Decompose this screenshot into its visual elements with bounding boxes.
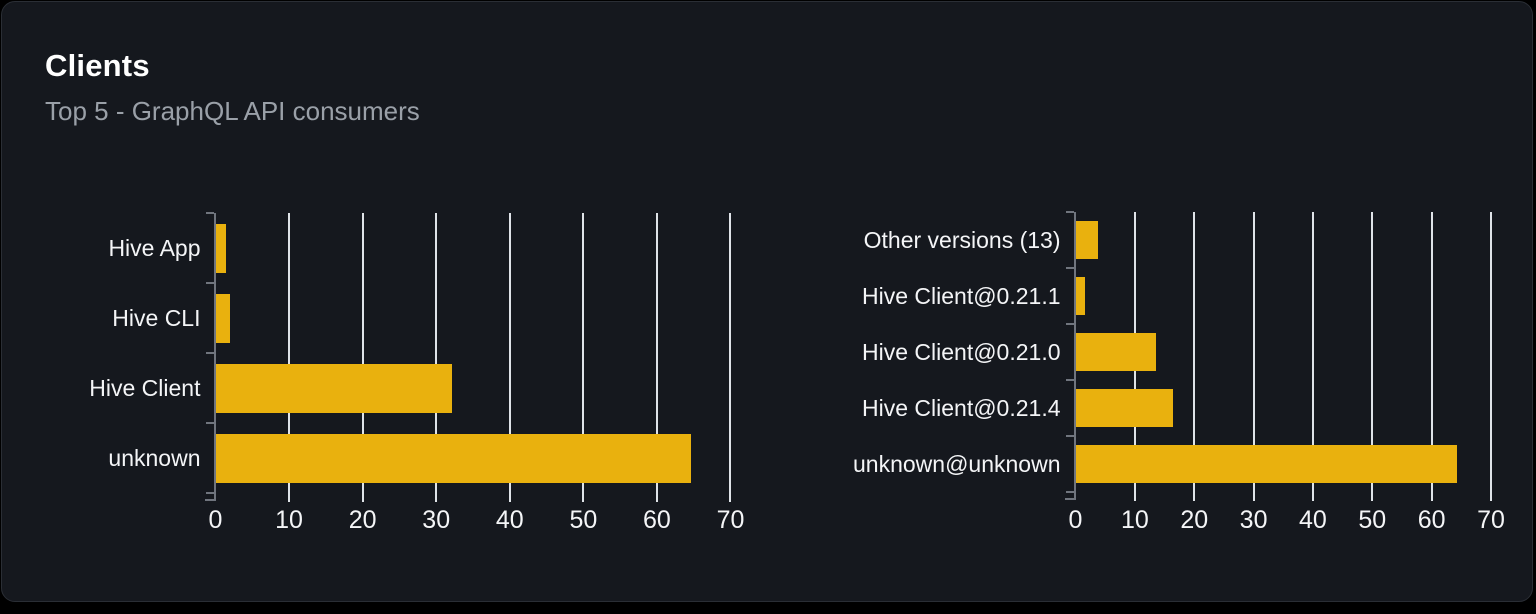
bar-hive-client[interactable] <box>215 363 453 413</box>
card-title: Clients <box>45 48 150 83</box>
x-tick-label: 30 <box>422 506 451 534</box>
y-axis-tick <box>205 422 214 424</box>
category-label: Hive Client@0.21.4 <box>862 395 1061 421</box>
x-tick-label: 70 <box>1477 506 1505 534</box>
gridline <box>1490 212 1493 501</box>
clients-card: Clients Top 5 - GraphQL API consumers Hi… <box>1 1 1533 602</box>
x-tick-label: 70 <box>716 506 745 534</box>
x-tick-label: 10 <box>275 506 303 534</box>
card-subtitle: Top 5 - GraphQL API consumers <box>45 96 420 126</box>
y-axis-tick <box>1065 267 1074 269</box>
bar-unknown-unknown[interactable] <box>1075 445 1458 483</box>
x-tick-label: 50 <box>569 506 598 534</box>
y-axis-tick <box>1065 379 1074 381</box>
gridline <box>729 213 732 502</box>
x-tick-label: 60 <box>1417 506 1446 534</box>
x-tick-label: 60 <box>643 506 671 534</box>
bar-hive-client-0-21-0[interactable] <box>1075 333 1157 371</box>
y-axis-tick <box>205 352 214 354</box>
category-label: Hive App <box>108 235 201 261</box>
bar-hive-app[interactable] <box>215 223 226 273</box>
x-tick-label: 40 <box>1299 506 1327 534</box>
category-label: Hive CLI <box>112 305 201 331</box>
x-tick-label: 0 <box>1068 506 1083 534</box>
bar-other-versions-13-[interactable] <box>1075 221 1099 259</box>
category-label: unknown <box>108 445 201 471</box>
y-axis-tick <box>1065 491 1074 493</box>
x-tick-label: 30 <box>1239 506 1268 534</box>
bar-hive-cli[interactable] <box>215 293 231 343</box>
category-label: Hive Client <box>89 375 201 401</box>
category-label: Other versions (13) <box>863 227 1061 253</box>
y-axis-tick <box>1065 323 1074 325</box>
y-axis-tick <box>205 282 214 284</box>
x-tick-label: 0 <box>208 506 223 534</box>
x-tick-label: 20 <box>1180 506 1209 534</box>
x-tick-label: 50 <box>1358 506 1387 534</box>
x-tick-label: 10 <box>1120 506 1149 534</box>
y-axis-tick <box>205 492 214 494</box>
y-axis-tick <box>1065 211 1074 213</box>
y-axis-tick <box>205 212 214 214</box>
y-axis-foot <box>1064 498 1075 500</box>
x-tick-label: 40 <box>495 506 524 534</box>
category-label: unknown@unknown <box>853 451 1061 477</box>
category-label: Hive Client@0.21.1 <box>862 283 1061 309</box>
bar-hive-client-0-21-1[interactable] <box>1075 277 1085 315</box>
y-axis-foot <box>204 499 215 501</box>
category-label: Hive Client@0.21.0 <box>862 339 1061 365</box>
x-tick-label: 20 <box>348 506 377 534</box>
y-axis-tick <box>1065 435 1074 437</box>
bar-unknown[interactable] <box>215 433 692 483</box>
bar-hive-client-0-21-4[interactable] <box>1075 389 1173 427</box>
